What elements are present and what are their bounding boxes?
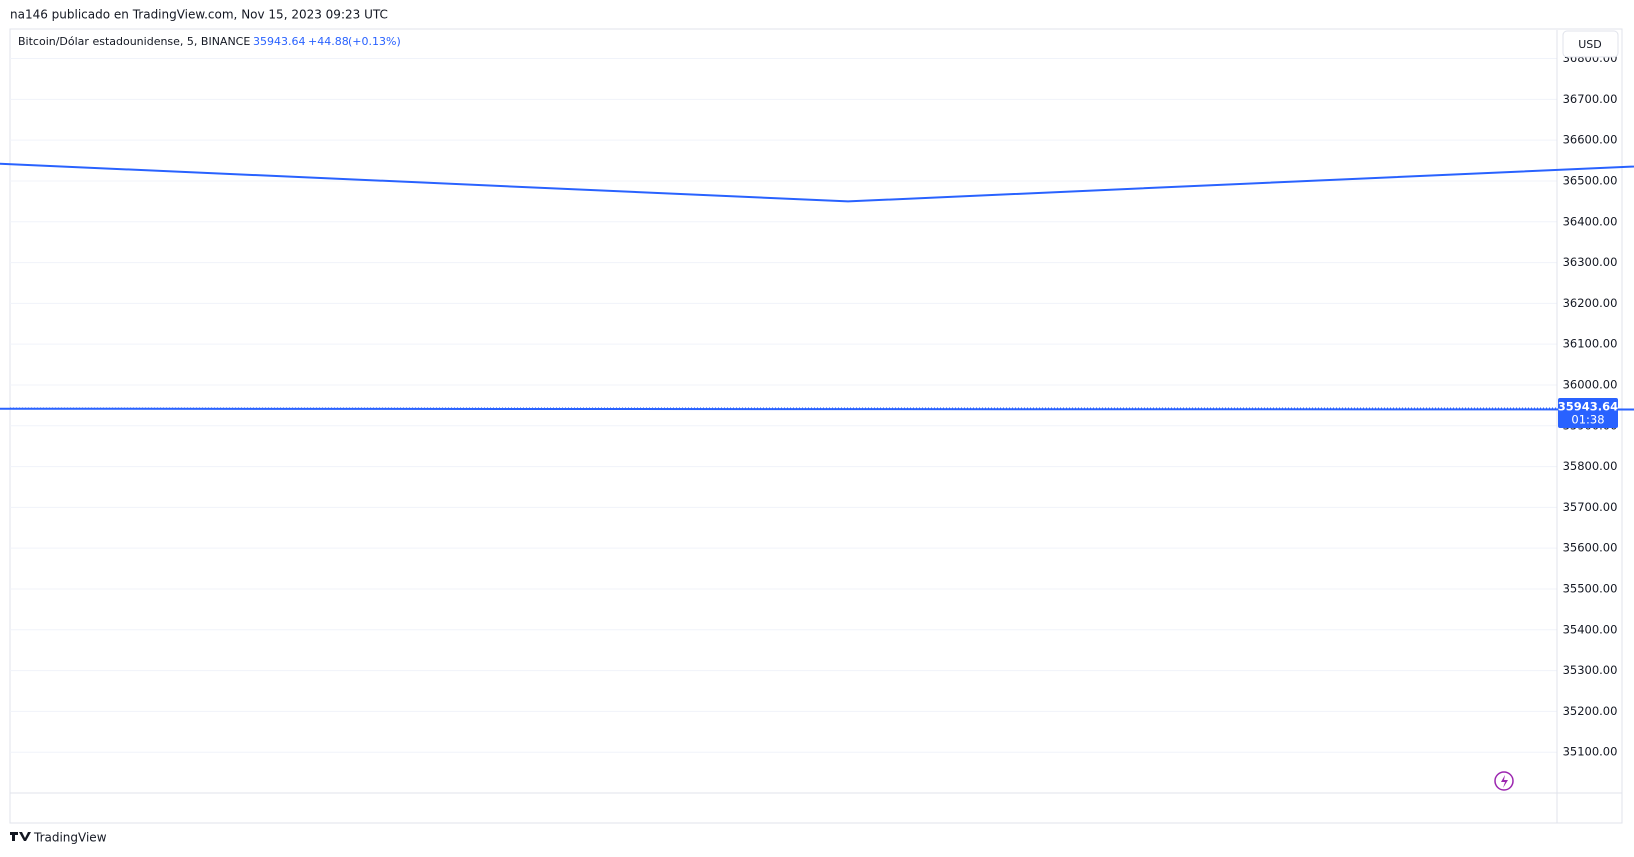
y-tick-label: 35800.00 — [1563, 459, 1618, 473]
y-tick-label: 35100.00 — [1563, 745, 1618, 759]
last-price: 35943.64 — [253, 35, 306, 48]
currency-button[interactable] — [1562, 30, 1619, 58]
brand-logo — [10, 832, 31, 841]
y-tick-label: 35400.00 — [1563, 622, 1618, 636]
y-tick-label: 36400.00 — [1563, 214, 1618, 228]
price-box-countdown: 01:38 — [1571, 412, 1604, 426]
alert-bolt — [1501, 775, 1508, 788]
alert-icon[interactable] — [1494, 771, 1514, 791]
y-tick-label: 36500.00 — [1563, 173, 1618, 187]
y-tick-label: 36200.00 — [1563, 296, 1618, 310]
change: +44.88 — [308, 35, 349, 48]
price-line — [0, 162, 1634, 411]
y-tick-label: 36300.00 — [1563, 255, 1618, 269]
y-tick-label: 36000.00 — [1563, 377, 1618, 391]
y-tick-label: 35500.00 — [1563, 581, 1618, 595]
symbol-title: Bitcoin/Dólar estadounidense, 5, BINANCE — [18, 35, 250, 48]
price-box-value: 35943.64 — [1558, 399, 1618, 413]
currency-label: USD — [1578, 38, 1602, 51]
published-note: na146 publicado en TradingView.com, Nov … — [10, 8, 388, 22]
y-tick-label: 36600.00 — [1563, 133, 1618, 147]
y-tick-label: 36700.00 — [1563, 92, 1618, 106]
price-box — [1558, 397, 1618, 428]
y-tick-label: 35700.00 — [1563, 500, 1618, 514]
y-tick-label: 35200.00 — [1563, 704, 1618, 718]
change-pct: (+0.13%) — [348, 35, 401, 48]
y-tick-label: 35300.00 — [1563, 663, 1618, 677]
brand: TradingView — [33, 831, 107, 845]
y-tick-label: 35600.00 — [1563, 541, 1618, 555]
y-tick-label: 36100.00 — [1563, 337, 1618, 351]
